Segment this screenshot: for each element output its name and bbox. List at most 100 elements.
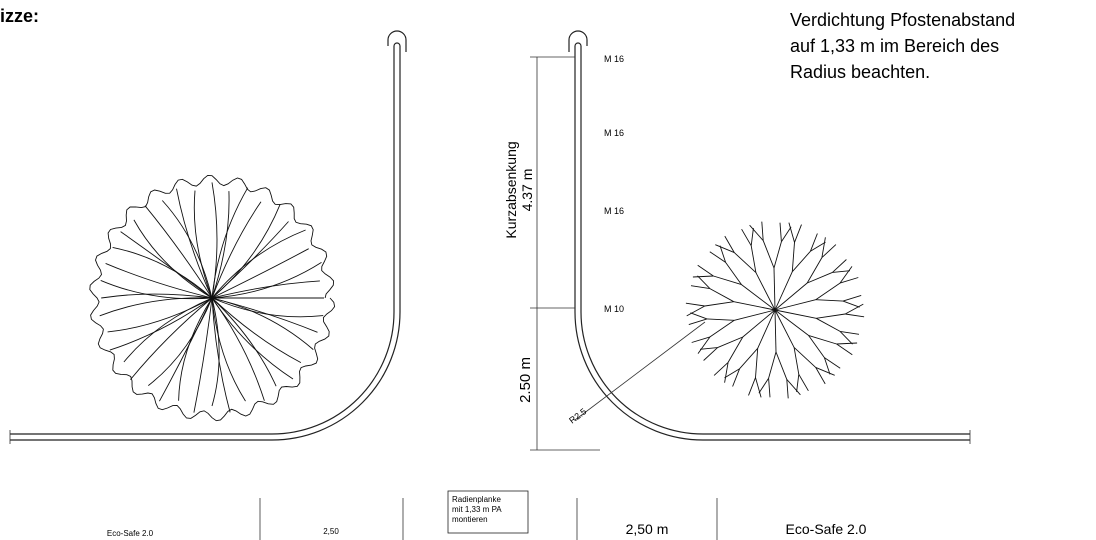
tree-stroke: [780, 223, 781, 242]
tree-stroke: [816, 300, 843, 301]
tree-stroke: [762, 222, 763, 241]
tree-stroke: [704, 348, 718, 361]
post-label: M 10: [604, 304, 624, 314]
tree-stroke: [787, 379, 801, 394]
tree-stroke: [816, 367, 826, 384]
footer-cell: Eco-Safe 2.0: [786, 521, 867, 537]
tree-stroke: [686, 303, 705, 306]
tree-stroke: [689, 319, 707, 325]
tree-stroke: [749, 378, 756, 396]
dimension-value: 4.37 m: [519, 169, 535, 212]
tree-stroke: [750, 225, 764, 240]
tree-stroke: [787, 379, 788, 398]
footer-cell: Eco-Safe 2.0: [107, 529, 154, 538]
tree-stroke: [212, 204, 280, 298]
tree-stroke: [840, 266, 852, 283]
radius-label: R2.5: [567, 406, 588, 425]
tree-stroke: [705, 302, 734, 306]
tree-stroke: [718, 337, 743, 348]
tree-stroke: [690, 313, 707, 319]
tree-stroke: [795, 225, 802, 243]
tree-stroke: [809, 335, 825, 357]
tree-stroke: [113, 247, 212, 298]
tree-stroke: [845, 314, 864, 317]
tree-stroke: [710, 320, 734, 337]
tree-stroke: [816, 367, 835, 375]
tree-stroke: [774, 242, 781, 268]
dimension-value: 2.50 m: [517, 357, 534, 403]
left-guardrail: [10, 31, 406, 444]
tree-stroke: [775, 272, 792, 310]
tree-stroke: [707, 319, 734, 320]
box-line: Radienplanke: [452, 495, 501, 504]
tree-stroke: [763, 241, 774, 268]
tree-stroke: [774, 268, 775, 310]
note-line: Verdichtung Pfostenabstand: [790, 10, 1015, 30]
tree-stroke: [106, 263, 212, 298]
tree-stroke: [816, 283, 840, 300]
tree-stroke: [148, 298, 212, 386]
tree-stroke: [843, 295, 861, 301]
tree-stroke: [212, 249, 309, 298]
tree-stroke: [145, 206, 212, 298]
note-line: auf 1,33 m im Bereich des: [790, 36, 999, 56]
tree-stroke: [212, 298, 313, 350]
tree-stroke: [769, 352, 776, 378]
post-label: M 16: [604, 206, 624, 216]
box-line: mit 1,33 m PA: [452, 505, 502, 514]
tree-stroke: [781, 227, 791, 242]
dimension-label: Kurzabsenkung: [503, 141, 519, 238]
tree-stroke: [710, 252, 726, 263]
footer-cell: 2,50 m: [626, 521, 669, 537]
tree-stroke: [159, 298, 212, 401]
tree-stroke: [212, 222, 289, 299]
tree-stroke: [212, 202, 261, 298]
tree-stroke: [758, 310, 775, 348]
tree-stroke: [837, 344, 853, 355]
tree-stroke: [792, 251, 810, 271]
tree-stroke: [816, 314, 845, 318]
post-label: M 16: [604, 54, 624, 64]
tree-stroke: [194, 191, 212, 298]
tree-stroke: [809, 335, 837, 344]
tree-stroke: [756, 273, 775, 310]
tree-stroke: [756, 348, 758, 377]
tree-stroke: [698, 265, 714, 276]
tree-stroke: [843, 301, 860, 307]
tree-stroke: [194, 298, 212, 413]
tree-stroke: [728, 337, 743, 362]
dimension: [530, 57, 705, 450]
right-guardrail: [569, 31, 970, 444]
tree-stroke: [776, 352, 787, 379]
tree-stroke: [799, 374, 809, 391]
tree-stroke: [710, 289, 734, 302]
tree-stroke: [124, 298, 212, 362]
tree-stroke: [162, 201, 212, 299]
tree-stroke: [789, 223, 795, 243]
tree-stroke: [759, 378, 769, 393]
tree-stroke: [212, 298, 318, 332]
tree-stroke: [130, 298, 212, 380]
tree-stroke: [810, 234, 817, 252]
tree-stroke: [751, 228, 753, 246]
tree-stroke: [840, 278, 858, 284]
tree-stroke: [733, 369, 740, 387]
tree-stroke: [816, 318, 840, 331]
tree-stroke: [824, 358, 840, 369]
footer-cell: 2,50: [323, 527, 339, 536]
tree-stroke: [769, 378, 770, 397]
tree-stroke: [775, 310, 794, 347]
post-label: M 16: [604, 128, 624, 138]
note-line: Radius beachten.: [790, 62, 930, 82]
tree-stroke: [837, 343, 858, 344]
tree-stroke: [807, 258, 822, 283]
drawing: izze: Verdichtung Pfostenabstand auf 1,3…: [0, 0, 1096, 540]
box-line: montieren: [452, 515, 488, 524]
tree-stroke: [698, 337, 710, 354]
tree-stroke: [807, 272, 832, 283]
tree-stroke: [832, 260, 846, 273]
title: izze:: [0, 6, 39, 26]
tree-stroke: [715, 245, 734, 253]
trees: [90, 175, 864, 420]
tree-stroke: [775, 310, 776, 352]
